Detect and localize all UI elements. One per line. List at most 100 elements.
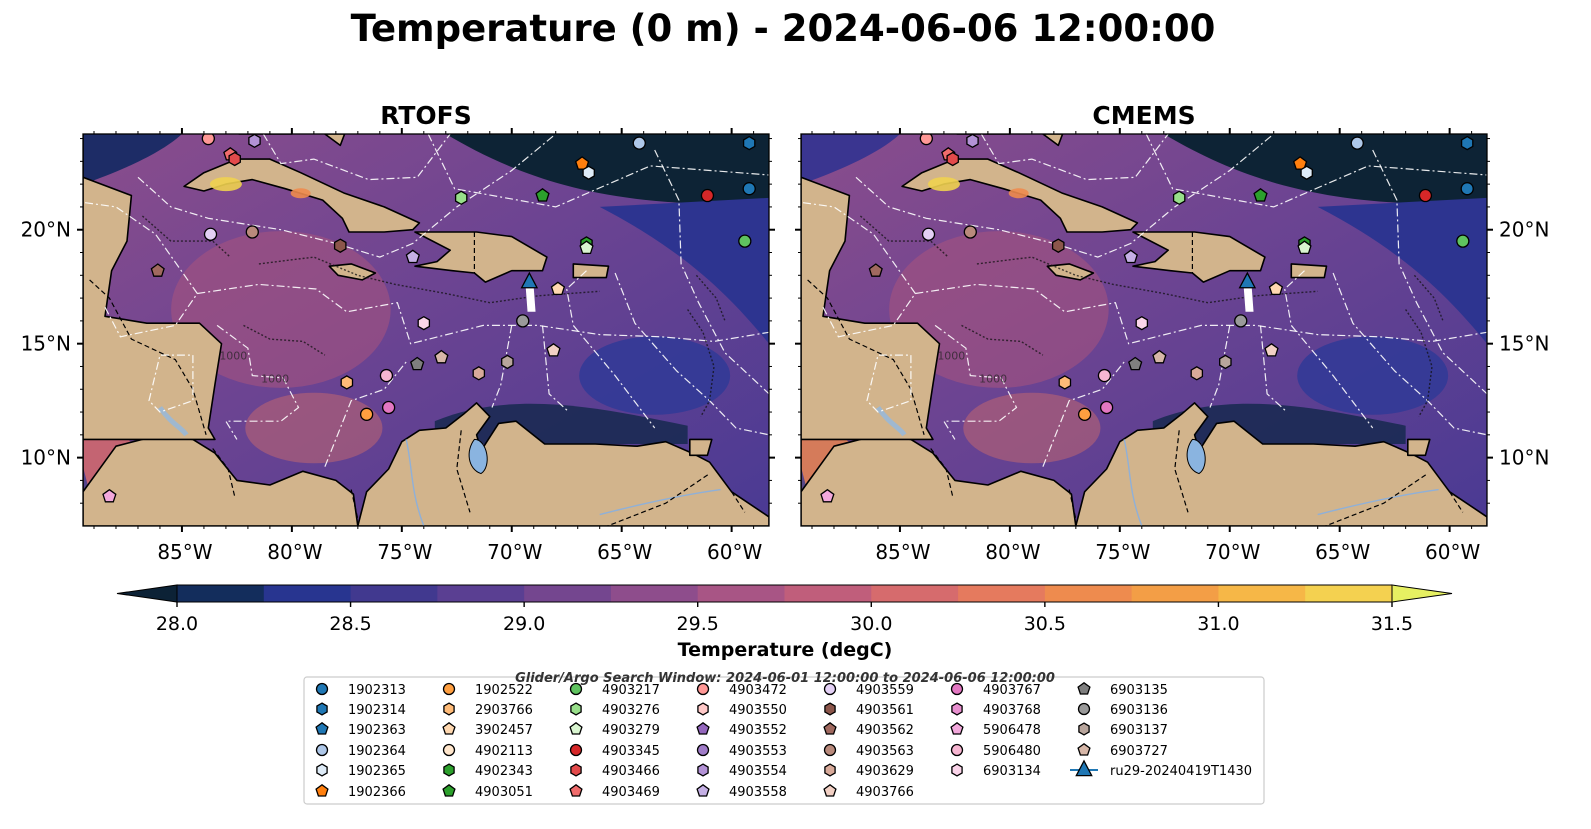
- legend-marker-4903558: [696, 783, 710, 797]
- legend-marker-4903768: [951, 702, 963, 716]
- colorbar-tick-label: 28.0: [156, 613, 198, 635]
- legend-label: 4903552: [729, 723, 787, 738]
- legend-label: 6903135: [1110, 683, 1168, 698]
- legend-label: 6903134: [983, 764, 1041, 779]
- legend-label: 5906480: [983, 744, 1041, 759]
- legend-marker-6903137: [1078, 722, 1090, 736]
- float-1902313: [742, 182, 756, 196]
- river: [1123, 439, 1439, 526]
- float-1902366: [574, 156, 590, 170]
- colorbar-tick-label: 29.0: [503, 613, 545, 635]
- legend-box: [303, 676, 1265, 805]
- x-tick-label: 65°W: [1315, 540, 1370, 564]
- map-frame: [800, 133, 1488, 527]
- float-6903727: [1152, 349, 1167, 364]
- colorbar-segment: [1218, 585, 1306, 602]
- legend-label: 2903766: [475, 703, 533, 718]
- lake-nicaragua: [875, 406, 907, 437]
- land-florida: [238, 134, 293, 135]
- legend-label: 4903469: [602, 785, 660, 800]
- colorbar-segment: [871, 585, 959, 602]
- float-4903559: [203, 227, 218, 241]
- eez-boundary: [541, 325, 570, 413]
- float-1902314: [742, 135, 756, 151]
- float-4903559: [921, 227, 936, 241]
- colorbar-tick-label: 28.5: [329, 613, 371, 635]
- contour-label: 1000: [979, 372, 1007, 385]
- warm-water-region: [245, 392, 383, 464]
- x-tick-label: 60°W: [1425, 540, 1480, 564]
- colorbar-segment: [1131, 585, 1220, 602]
- cool-water-region: [1317, 197, 1487, 344]
- legend-marker-5906478: [950, 721, 964, 735]
- country-border: [731, 491, 746, 513]
- eez-boundary: [1372, 149, 1487, 395]
- map-frame: [82, 133, 770, 527]
- legend-label: 6903136: [1110, 703, 1168, 718]
- warm-water-region: [209, 177, 242, 192]
- float-4903554: [248, 134, 261, 149]
- legend-label: 4903554: [729, 764, 787, 779]
- float-5906478: [102, 488, 117, 503]
- country-border: [807, 279, 925, 435]
- cool-water-region: [1297, 336, 1449, 415]
- eez-boundary: [1332, 272, 1487, 436]
- legend-marker-1902364: [315, 743, 329, 757]
- float-5906480: [379, 368, 394, 383]
- legend-label: 3902457: [475, 723, 533, 738]
- colorbar-tick-label: 30.0: [850, 613, 892, 635]
- float-4903562: [150, 263, 165, 277]
- float-1902366: [1292, 156, 1308, 170]
- legend-marker-1902314: [316, 702, 328, 716]
- float-2903766: [340, 375, 354, 390]
- colorbar-tick-label: 30.5: [1024, 613, 1066, 635]
- float-1902313: [1460, 182, 1474, 196]
- x-tick-label: 70°W: [1205, 540, 1260, 564]
- float-6903135: [410, 356, 425, 371]
- legend-label: 4903767: [983, 683, 1041, 698]
- float-4903563: [963, 225, 977, 239]
- legend-label: 6903137: [1110, 723, 1168, 738]
- legend-marker-4903552: [696, 721, 710, 735]
- contour-label: 1000: [261, 372, 289, 385]
- legend-marker-2903766: [443, 702, 455, 716]
- float-4903563: [245, 225, 259, 239]
- colorbar-extend-max: [1391, 584, 1453, 603]
- panel-title-cmems: CMEMS: [1092, 101, 1195, 130]
- country-border: [930, 448, 954, 497]
- eez-boundary: [197, 283, 769, 345]
- float-4903345: [1418, 188, 1433, 203]
- warm-water-region: [963, 392, 1101, 464]
- country-border: [1323, 473, 1428, 526]
- land-trinidad: [689, 438, 713, 457]
- float-6903136: [1234, 314, 1248, 328]
- legend-label: 1902314: [348, 703, 406, 718]
- float-4903051: [535, 187, 550, 202]
- legend-marker-4903466: [570, 763, 582, 777]
- land-yucatanTop: [801, 176, 941, 441]
- float-4903561: [333, 238, 347, 253]
- float-4903466: [228, 151, 241, 167]
- float-3902457: [550, 281, 566, 296]
- x-tick-label: 60°W: [707, 540, 762, 564]
- float-1902364: [1350, 136, 1364, 150]
- glider-marker: [1238, 271, 1257, 289]
- legend-label: 4903553: [729, 744, 787, 759]
- eez-boundary: [262, 134, 451, 181]
- legend-label: 1902522: [475, 683, 533, 698]
- panel-cmems-map: CMEMS 1000 1000 85°W 80°W 75°W 70°W 65°W 60°W 20…: [795, 101, 1549, 564]
- float-4903217: [738, 234, 752, 248]
- eez-boundary: [980, 134, 1169, 181]
- legend-label: 4903466: [602, 764, 660, 779]
- legend-marker-4903472: [696, 682, 710, 696]
- land-bahamas1: [324, 134, 346, 147]
- colorbar-segment: [697, 585, 786, 602]
- x-tick-label: 70°W: [487, 540, 542, 564]
- x-tick-label: 80°W: [267, 540, 322, 564]
- legend-label: 1902365: [348, 764, 406, 779]
- legend-marker-4903563: [823, 743, 837, 757]
- legend-label: 5906478: [983, 723, 1041, 738]
- legend-label: 4903629: [856, 764, 914, 779]
- float-5906478: [820, 488, 835, 503]
